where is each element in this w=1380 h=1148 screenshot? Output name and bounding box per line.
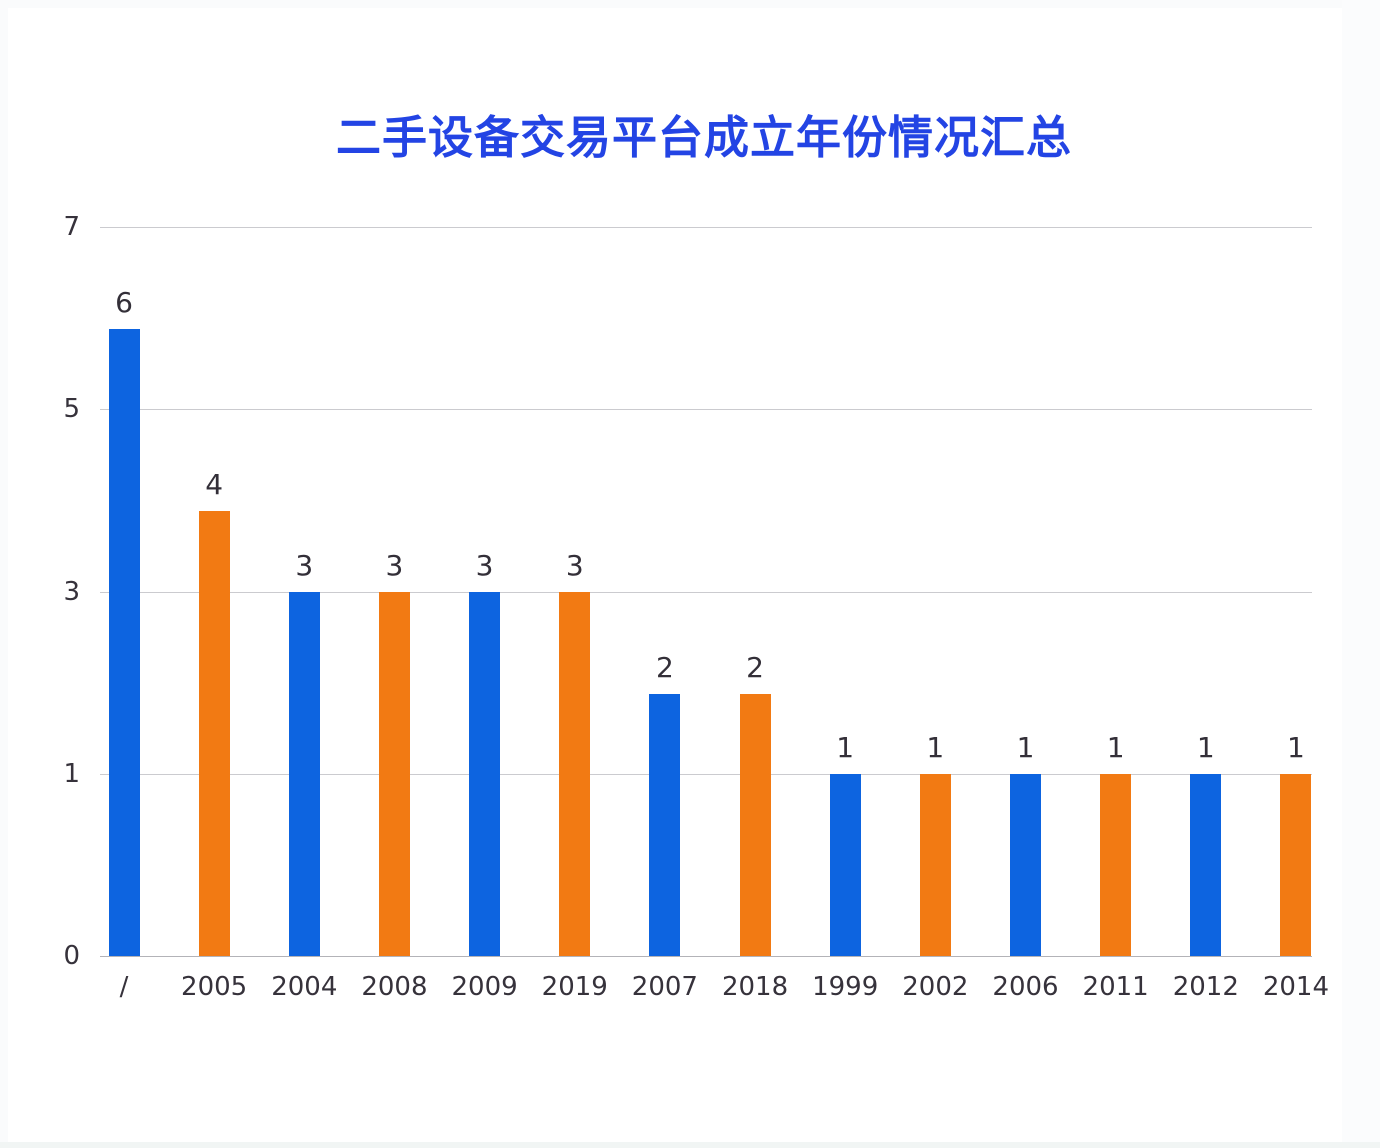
y-axis-label: 0 [63, 941, 80, 971]
x-axis-label: 2012 [1172, 972, 1239, 1002]
bar-value-label: 2 [746, 650, 764, 684]
bar [469, 591, 501, 956]
bar-value-label: 1 [1196, 730, 1215, 764]
gridline [100, 773, 1312, 775]
y-axis-label: 3 [63, 576, 80, 607]
bar [739, 693, 771, 956]
bar [288, 591, 320, 956]
bar-value-label: 3 [475, 548, 494, 582]
bar [559, 591, 591, 956]
bar [1280, 773, 1312, 956]
bar [1190, 773, 1222, 956]
x-axis-label: 2006 [992, 972, 1059, 1002]
y-axis-label: 1 [63, 758, 80, 789]
x-axis-label: 2019 [541, 972, 608, 1002]
bar-value-label: 2 [655, 650, 674, 684]
y-axis-label: 7 [63, 212, 80, 242]
page-edge-left [0, 0, 8, 1148]
x-axis-line [100, 956, 1312, 957]
bar [1010, 773, 1041, 956]
page-edge-right [1342, 0, 1380, 1148]
bar [649, 693, 681, 956]
bar-value-label: 3 [565, 548, 584, 582]
bar [378, 591, 410, 956]
x-axis-label: / [119, 972, 129, 1002]
bar [829, 773, 861, 956]
x-axis-label: 2011 [1082, 972, 1149, 1002]
x-axis-label: 2004 [271, 972, 338, 1002]
bar-value-label: 6 [115, 286, 133, 320]
bar [108, 329, 140, 956]
x-axis-label: 2018 [721, 972, 789, 1002]
bar-value-label: 1 [836, 730, 855, 764]
bar-value-label: 3 [295, 548, 314, 582]
x-axis-label: 2014 [1262, 972, 1330, 1002]
x-axis-label: 2005 [181, 972, 248, 1002]
bar-value-label: 1 [926, 730, 945, 764]
gridline [100, 227, 1312, 228]
x-axis-label: 2007 [631, 972, 698, 1002]
bar [198, 511, 230, 956]
bar-value-label: 1 [1287, 730, 1305, 764]
bar-value-label: 3 [385, 548, 404, 582]
x-axis-label: 2002 [902, 972, 969, 1002]
page-edge-top [0, 0, 1380, 8]
gridline [100, 409, 1312, 411]
bar [919, 773, 951, 956]
x-axis-label: 1999 [812, 972, 879, 1002]
bar-value-label: 4 [205, 468, 224, 502]
chart-title: 二手设备交易平台成立年份情况汇总 [335, 111, 1072, 164]
x-axis-label: 2008 [361, 972, 428, 1002]
gridline [100, 591, 1312, 593]
x-axis-label: 2009 [451, 972, 518, 1002]
bar-value-label: 1 [1016, 730, 1035, 764]
bar-value-label: 1 [1106, 730, 1125, 764]
y-axis-label: 5 [63, 394, 80, 425]
bar [1100, 773, 1132, 956]
page-edge-bottom [0, 1142, 1380, 1148]
